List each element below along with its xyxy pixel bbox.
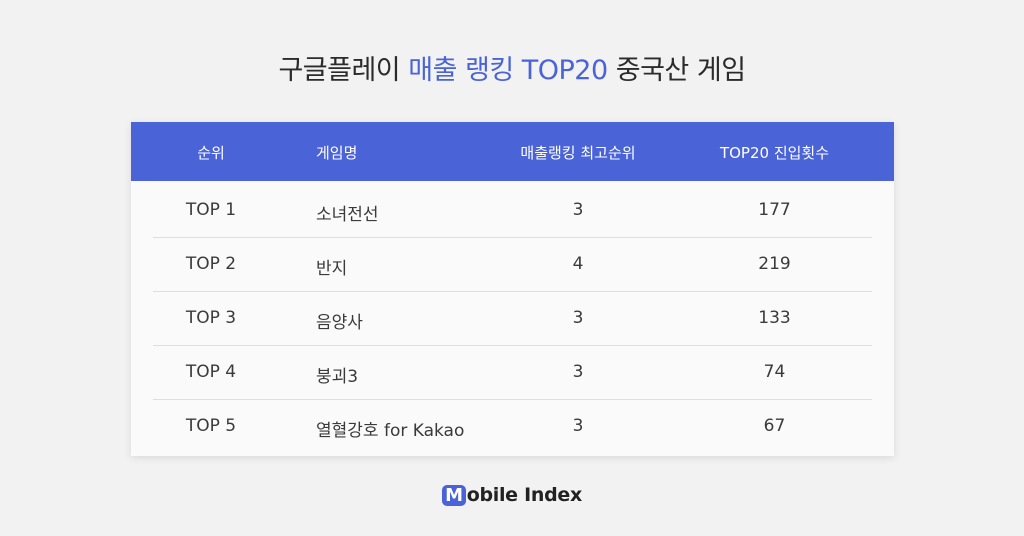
table-row: TOP 4 붕괴3 3 74 [153, 346, 872, 400]
game-name-cell: 소녀전선 [316, 200, 379, 225]
best-rank-cell: 4 [511, 254, 645, 274]
table-row: TOP 3 음양사 3 133 [153, 292, 872, 346]
best-rank-cell: 3 [511, 308, 645, 328]
best-rank-cell: 3 [511, 362, 645, 382]
rank-cell: TOP 3 [131, 308, 291, 328]
column-header-entry-count: TOP20 진입횟수 [701, 142, 848, 163]
game-name-cell: 음양사 [316, 308, 363, 333]
ranking-table: 순위 게임명 매출랭킹 최고순위 TOP20 진입횟수 TOP 1 소녀전선 3… [131, 122, 894, 456]
table-row: TOP 1 소녀전선 3 177 [153, 184, 872, 238]
table-header: 순위 게임명 매출랭킹 최고순위 TOP20 진입횟수 [131, 122, 894, 181]
game-name-cell: 열혈강호 for Kakao [316, 416, 464, 441]
entry-count-cell: 219 [701, 254, 848, 274]
table-body: TOP 1 소녀전선 3 177 TOP 2 반지 4 219 TOP 3 음양… [131, 181, 894, 453]
logo-wordmark: obile Index [467, 484, 582, 506]
column-header-rank: 순위 [131, 142, 291, 163]
table-row: TOP 2 반지 4 219 [153, 238, 872, 292]
rank-cell: TOP 1 [131, 200, 291, 220]
entry-count-cell: 177 [701, 200, 848, 220]
page-title: 구글플레이 매출 랭킹 TOP20 중국산 게임 [0, 48, 1024, 87]
rank-cell: TOP 4 [131, 362, 291, 382]
table-row: TOP 5 열혈강호 for Kakao 3 67 [153, 400, 872, 453]
game-name-cell: 반지 [316, 254, 347, 279]
entry-count-cell: 67 [701, 416, 848, 436]
title-highlight: 매출 랭킹 TOP20 [408, 55, 607, 86]
column-header-best-rank: 매출랭킹 최고순위 [511, 142, 645, 163]
game-name-cell: 붕괴3 [316, 362, 358, 387]
entry-count-cell: 133 [701, 308, 848, 328]
rank-cell: TOP 2 [131, 254, 291, 274]
title-suffix: 중국산 게임 [616, 55, 746, 86]
rank-cell: TOP 5 [131, 416, 291, 436]
best-rank-cell: 3 [511, 200, 645, 220]
entry-count-cell: 74 [701, 362, 848, 382]
title-prefix: 구글플레이 [278, 55, 400, 86]
best-rank-cell: 3 [511, 416, 645, 436]
logo-mark: M [442, 485, 466, 506]
column-header-game: 게임명 [316, 142, 357, 163]
